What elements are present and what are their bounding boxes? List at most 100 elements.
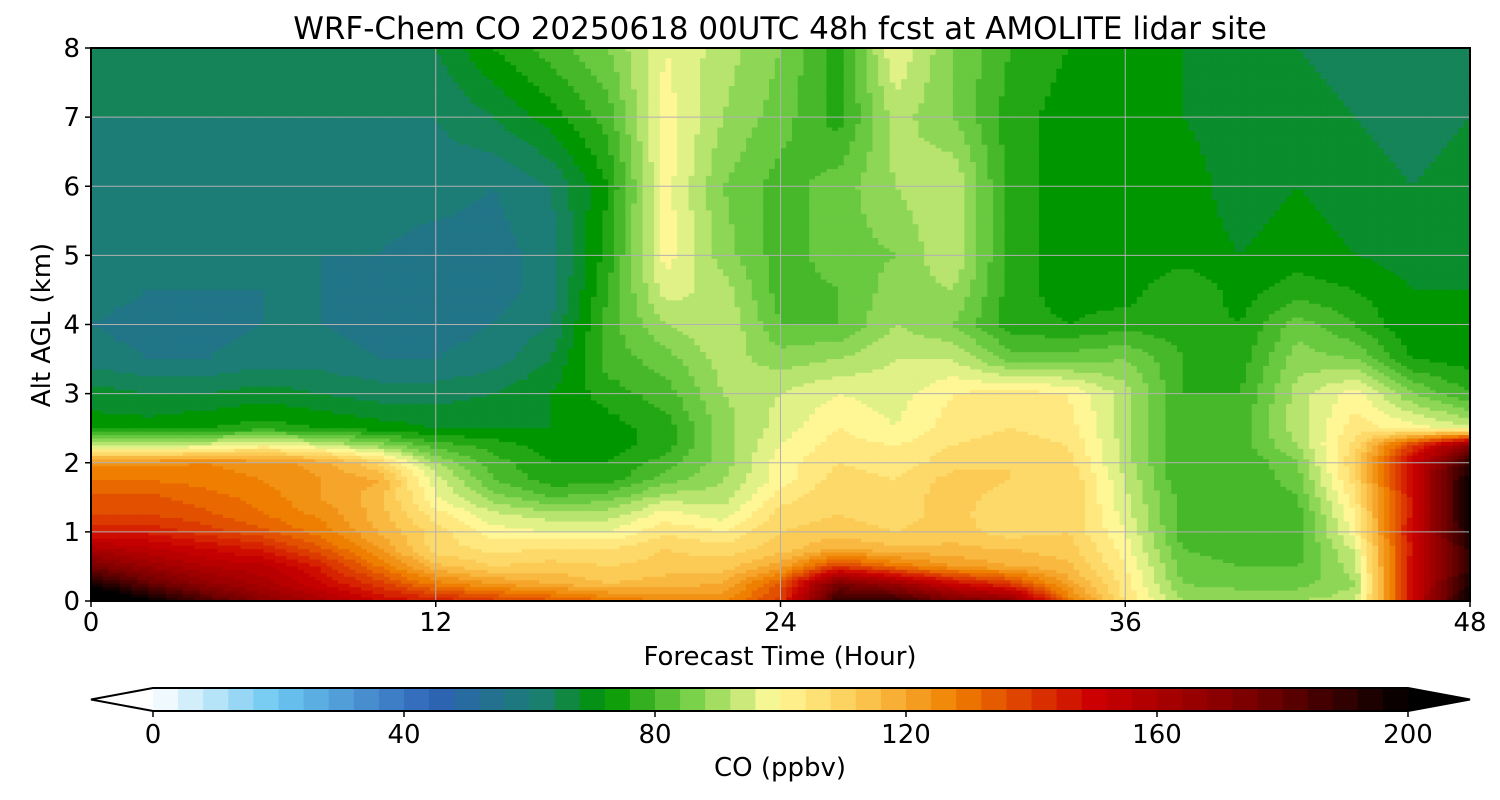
- contour-cell: [453, 110, 459, 114]
- contour-cell: [1068, 100, 1074, 104]
- contour-cell: [464, 83, 470, 87]
- contour-cell: [1200, 58, 1206, 62]
- contour-cell: [987, 76, 993, 80]
- contour-cell: [373, 65, 379, 69]
- contour-cell: [654, 76, 660, 80]
- contour-cell: [493, 65, 499, 69]
- contour-cell: [200, 93, 206, 97]
- contour-cell: [1286, 93, 1292, 97]
- contour-cell: [327, 100, 333, 104]
- contour-cell: [706, 89, 712, 93]
- contour-cell: [1269, 93, 1275, 97]
- contour-cell: [781, 72, 787, 76]
- contour-cell: [683, 103, 689, 107]
- contour-cell: [959, 93, 965, 97]
- contour-cell: [143, 83, 149, 87]
- contour-cell: [545, 72, 551, 76]
- contour-cell: [378, 83, 384, 87]
- contour-cell: [1321, 110, 1327, 114]
- contour-cell: [752, 65, 758, 69]
- contour-cell: [901, 93, 907, 97]
- contour-cell: [666, 83, 672, 87]
- contour-cell: [1005, 65, 1011, 69]
- contour-cell: [522, 110, 528, 114]
- contour-cell: [1200, 83, 1206, 87]
- contour-cell: [223, 103, 229, 107]
- contour-cell: [384, 58, 390, 62]
- contour-cell: [562, 89, 568, 93]
- contour-cell: [614, 72, 620, 76]
- contour-cell: [327, 83, 333, 87]
- contour-cell: [171, 83, 177, 87]
- contour-cell: [1223, 83, 1229, 87]
- contour-cell: [516, 103, 522, 107]
- contour-cell: [1206, 110, 1212, 114]
- contour-cell: [930, 103, 936, 107]
- contour-cell: [1114, 93, 1120, 97]
- contour-cell: [355, 89, 361, 93]
- contour-cell: [350, 100, 356, 104]
- contour-cell: [1378, 89, 1384, 93]
- contour-cell: [884, 83, 890, 87]
- contour-cell: [746, 55, 752, 59]
- contour-cell: [1407, 72, 1413, 76]
- contour-cell: [390, 76, 396, 80]
- contour-cell: [1269, 83, 1275, 87]
- contour-cell: [1436, 76, 1442, 80]
- contour-cell: [1332, 93, 1338, 97]
- contour-cell: [1395, 55, 1401, 59]
- contour-cell: [826, 58, 832, 62]
- contour-cell: [442, 76, 448, 80]
- contour-cell: [143, 93, 149, 97]
- contour-cell: [516, 58, 522, 62]
- contour-cell: [1269, 65, 1275, 69]
- contour-cell: [579, 110, 585, 114]
- contour-cell: [309, 103, 315, 107]
- contour-cell: [970, 83, 976, 87]
- contour-cell: [671, 100, 677, 104]
- contour-cell: [1154, 58, 1160, 62]
- contour-cell: [631, 72, 637, 76]
- contour-cell: [786, 93, 792, 97]
- contour-cell: [1045, 100, 1051, 104]
- contour-cell: [867, 100, 873, 104]
- contour-cell: [286, 76, 292, 80]
- contour-cell: [838, 110, 844, 114]
- contour-cell: [217, 55, 223, 59]
- contour-cell: [315, 58, 321, 62]
- contour-cell: [930, 83, 936, 87]
- contour-cell: [861, 55, 867, 59]
- contour-cell: [1039, 58, 1045, 62]
- contour-cell: [1200, 76, 1206, 80]
- contour-cell: [482, 83, 488, 87]
- contour-cell: [166, 76, 172, 80]
- contour-cell: [505, 110, 511, 114]
- contour-cell: [355, 93, 361, 97]
- contour-cell: [1091, 110, 1097, 114]
- contour-cell: [1292, 58, 1298, 62]
- contour-cell: [114, 83, 120, 87]
- contour-cell: [1240, 65, 1246, 69]
- contour-cell: [1051, 83, 1057, 87]
- contour-cell: [1459, 72, 1465, 76]
- contour-cell: [666, 65, 672, 69]
- contour-cell: [1367, 65, 1373, 69]
- contour-cell: [1263, 83, 1269, 87]
- contour-cell: [286, 58, 292, 62]
- contour-cell: [1091, 83, 1097, 87]
- contour-cell: [378, 89, 384, 93]
- contour-cell: [252, 58, 258, 62]
- contour-cell: [407, 100, 413, 104]
- contour-cell: [275, 100, 281, 104]
- contour-cell: [263, 110, 269, 114]
- contour-cell: [160, 100, 166, 104]
- contour-cell: [493, 55, 499, 59]
- contour-cell: [1395, 58, 1401, 62]
- contour-cell: [459, 89, 465, 93]
- contour-cell: [1108, 103, 1114, 107]
- contour-cell: [781, 58, 787, 62]
- contour-cell: [1154, 55, 1160, 59]
- contour-cell: [189, 55, 195, 59]
- contour-cell: [533, 76, 539, 80]
- contour-cell: [367, 93, 373, 97]
